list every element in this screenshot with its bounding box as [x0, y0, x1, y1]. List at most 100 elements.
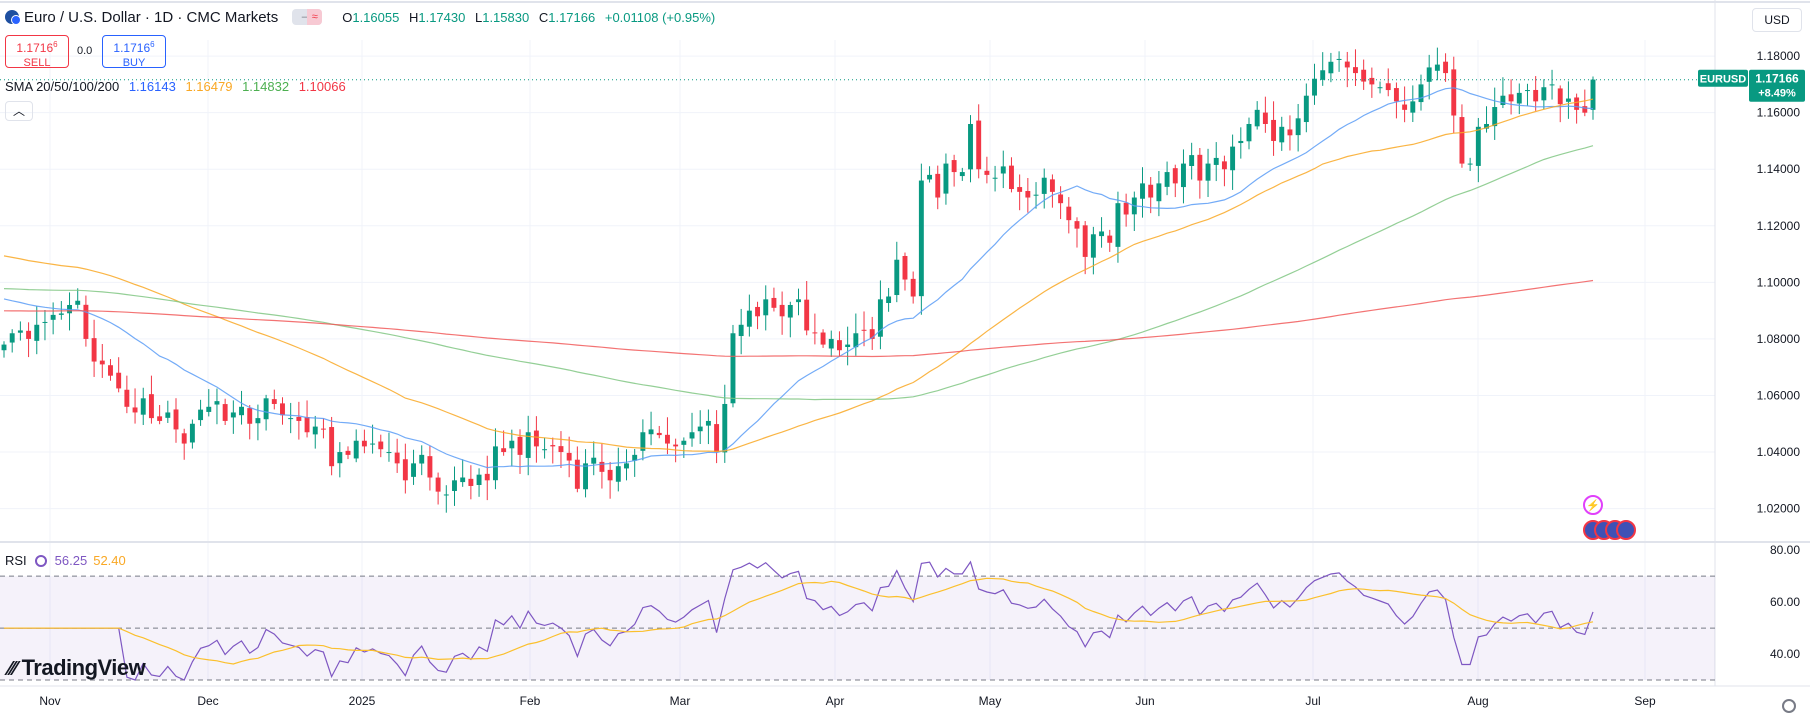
candle-body: [976, 120, 982, 170]
candle-body: [1361, 69, 1367, 82]
candle-body: [198, 409, 204, 421]
buy-price: 1.1716: [113, 41, 151, 55]
candle-body: [796, 299, 801, 303]
symbol-title[interactable]: Euro / U.S. Dollar · 1D · CMC Markets: [24, 8, 279, 26]
sell-button[interactable]: 1.17166 SELL: [5, 35, 69, 69]
candle-body: [1344, 61, 1350, 68]
rsi-line: [4, 560, 1594, 681]
candle-body: [820, 332, 826, 345]
candle-body: [443, 494, 449, 496]
rsi-tick-label: 80.00: [1770, 543, 1800, 557]
candle-body: [705, 420, 711, 426]
time-tick-label: Dec: [197, 694, 218, 708]
candle-body: [771, 297, 777, 308]
spread-value: 0.0: [77, 45, 93, 57]
candle-body: [1312, 78, 1317, 96]
candle-body: [99, 360, 105, 365]
candle-body: [320, 428, 326, 430]
tradingview-wordmark: TradingView: [21, 655, 146, 680]
candle-body: [1459, 117, 1465, 164]
candle-body: [337, 452, 343, 464]
price-tick-label: 1.10000: [1757, 275, 1801, 289]
us-flag-icon: [1616, 520, 1636, 540]
candle-body: [1066, 206, 1072, 221]
sma100-line: [3, 145, 1594, 401]
candle-body: [378, 441, 384, 450]
candle-body: [386, 452, 392, 454]
sma-legend[interactable]: SMA 20/50/100/200 1.16143 1.16479 1.1483…: [5, 79, 352, 94]
candle-body: [640, 432, 646, 451]
candles-group: [1, 47, 1596, 513]
time-tick-label: Jun: [1135, 694, 1154, 708]
candle-body: [542, 449, 548, 451]
candle-body: [206, 406, 212, 412]
close-value: 1.17166: [548, 9, 596, 25]
currency-selector[interactable]: USD: [1752, 8, 1802, 32]
candle-body: [140, 398, 146, 415]
buy-button[interactable]: 1.17166 BUY: [102, 35, 166, 69]
rsi-legend[interactable]: RSI 56.25 52.40: [5, 553, 126, 568]
candle-body: [1295, 118, 1301, 136]
candle-body: [492, 446, 498, 481]
candle-body: [1525, 90, 1530, 92]
candle-body: [1475, 126, 1481, 166]
candle-body: [1443, 61, 1449, 74]
candle-body: [1148, 184, 1154, 198]
candle-body: [509, 440, 515, 449]
price-tick-label: 1.08000: [1757, 332, 1801, 346]
candle-body: [91, 338, 97, 362]
candle-body: [836, 340, 842, 351]
candle-body: [263, 398, 269, 420]
candle-body: [501, 448, 507, 453]
collapse-chevron-icon[interactable]: ︿: [5, 101, 33, 121]
candle-body: [746, 310, 752, 327]
candle-body: [1418, 84, 1424, 103]
low-label: L: [474, 9, 483, 25]
sma50-line: [3, 98, 1594, 453]
sma200-value: 1.10066: [298, 79, 346, 94]
candle-body: [34, 324, 40, 341]
candle-body: [1369, 77, 1375, 85]
candle-body: [1, 344, 7, 351]
candle-body: [280, 403, 285, 416]
candle-body: [935, 173, 941, 198]
candle-body: [108, 365, 113, 376]
settings-gear-icon[interactable]: [1782, 699, 1796, 713]
candle-body: [886, 296, 892, 304]
candle-body: [1426, 67, 1432, 82]
event-lightning-icon: [1583, 495, 1603, 515]
candle-body: [959, 172, 965, 177]
candle-body: [460, 477, 466, 483]
candle-body: [1205, 163, 1211, 181]
price-tick-label: 1.04000: [1757, 445, 1801, 459]
sell-price: 1.1716: [16, 41, 54, 55]
candle-body: [722, 403, 728, 453]
candle-body: [1377, 87, 1383, 89]
sell-label: SELL: [23, 57, 51, 69]
candle-body: [1213, 157, 1219, 165]
candle-body: [1181, 163, 1186, 188]
candle-body: [9, 333, 15, 343]
rsi-ma-line: [4, 577, 1594, 665]
chart-header: Euro / U.S. Dollar · 1D · CMC Markets —≈…: [0, 6, 721, 28]
candle-body: [1221, 161, 1227, 170]
candle-body: [255, 418, 261, 424]
time-tick-label: Jul: [1305, 694, 1320, 708]
candle-body: [599, 461, 605, 472]
wave-icon: ≈: [307, 9, 323, 25]
hide-indicators-button[interactable]: —≈: [292, 9, 323, 25]
event-icons: ⚡: [1583, 495, 1636, 540]
candle-body: [1238, 140, 1244, 144]
candle-body: [624, 463, 629, 469]
buy-label: BUY: [122, 57, 146, 69]
price-tick-label: 1.06000: [1757, 388, 1801, 402]
time-tick-label: Aug: [1467, 694, 1488, 708]
rsi-ma-value: 52.40: [93, 553, 126, 568]
candle-body: [1009, 165, 1014, 190]
sma100-value: 1.14832: [242, 79, 290, 94]
candle-body: [1557, 88, 1563, 105]
candle-body: [1156, 183, 1162, 202]
candle-body: [468, 478, 474, 486]
candle-body: [1017, 187, 1023, 192]
